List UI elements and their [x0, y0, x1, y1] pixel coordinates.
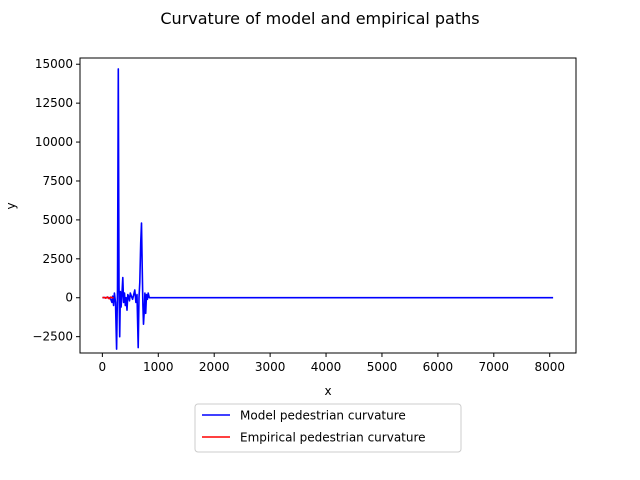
x-tick-label: 3000: [255, 360, 286, 374]
series-line-0: [102, 68, 554, 350]
y-tick-label: 12500: [35, 96, 73, 110]
legend-box: [194, 403, 462, 453]
y-tick-label: 2500: [42, 252, 73, 266]
plot-area: [79, 57, 577, 354]
y-tick-label: 0: [65, 291, 73, 305]
y-tick-label: 15000: [35, 57, 73, 71]
x-axis-label: x: [324, 384, 331, 398]
y-axis-ticks: −2500 0 2500 5000 7500 10000 12500 15000: [32, 57, 80, 344]
y-tick-label: −2500: [32, 330, 73, 344]
y-axis-label: y: [4, 202, 18, 209]
y-tick-label: 10000: [35, 135, 73, 149]
x-tick-label: 4000: [311, 360, 342, 374]
x-tick-label: 2000: [199, 360, 230, 374]
x-tick-label: 1000: [143, 360, 174, 374]
axes-frame: [79, 57, 577, 354]
x-tick-label: 7000: [479, 360, 510, 374]
series-line-1: [102, 296, 114, 300]
y-tick-label: 7500: [42, 174, 73, 188]
legend-label-empirical: Empirical pedestrian curvature: [240, 431, 426, 445]
series-layer: [102, 68, 554, 350]
x-axis-ticks: 0 1000 2000 3000 4000 5000 6000 7000 8000: [99, 353, 565, 374]
legend-label-model: Model pedestrian curvature: [240, 409, 406, 423]
y-tick-label: 5000: [42, 213, 73, 227]
x-tick-label: 6000: [423, 360, 454, 374]
x-tick-label: 0: [99, 360, 107, 374]
x-tick-label: 5000: [367, 360, 398, 374]
chart-title: Curvature of model and empirical paths: [160, 9, 479, 28]
legend: Model pedestrian curvature Empirical ped…: [194, 403, 462, 453]
x-tick-label: 8000: [534, 360, 565, 374]
